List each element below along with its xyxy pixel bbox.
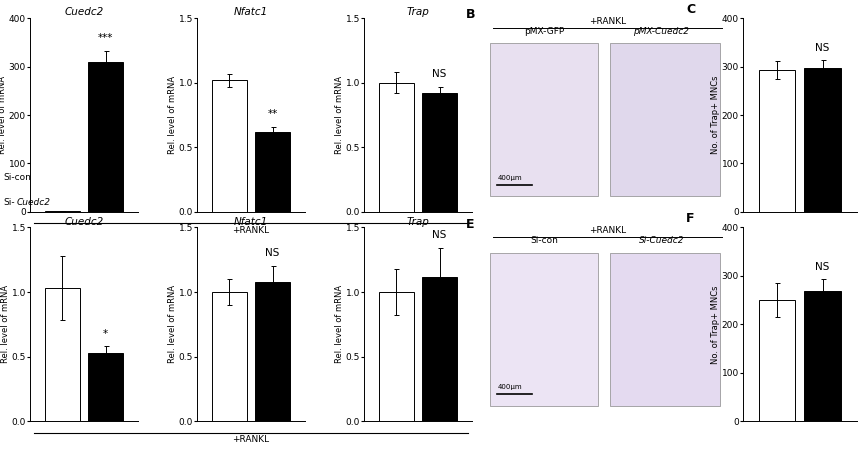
Bar <box>256 282 290 421</box>
Text: Si-Cuedc2: Si-Cuedc2 <box>639 236 684 245</box>
Bar <box>804 291 841 421</box>
Text: C: C <box>686 3 696 15</box>
Text: NS: NS <box>815 43 830 53</box>
Y-axis label: No. of Trap+ MNCs: No. of Trap+ MNCs <box>711 76 721 154</box>
Text: B: B <box>466 9 475 21</box>
Text: +RANKL: +RANKL <box>589 17 626 26</box>
Text: **: ** <box>268 109 278 119</box>
Bar <box>89 62 123 212</box>
Title: Cuedc2: Cuedc2 <box>65 7 103 17</box>
Text: pMX-Cuedc2: pMX-Cuedc2 <box>634 27 690 36</box>
Title: Cuedc2: Cuedc2 <box>65 217 103 226</box>
Text: +RANKL: +RANKL <box>232 435 269 444</box>
Text: NS: NS <box>815 261 830 271</box>
Text: pMX-GFP: pMX-GFP <box>523 27 564 36</box>
Y-axis label: Rel. level of mRNA: Rel. level of mRNA <box>0 76 8 154</box>
Title: Trap: Trap <box>406 217 430 226</box>
Bar <box>89 353 123 421</box>
Y-axis label: Rel. level of mRNA: Rel. level of mRNA <box>168 76 177 154</box>
Bar <box>379 292 413 421</box>
Bar <box>46 288 80 421</box>
Text: Si-con: Si-con <box>3 173 31 182</box>
Bar <box>212 292 247 421</box>
Title: Nfatc1: Nfatc1 <box>234 7 268 17</box>
Bar <box>804 67 841 212</box>
Text: ***: *** <box>98 34 114 43</box>
Bar <box>423 277 457 421</box>
Text: +RANKL: +RANKL <box>589 226 626 235</box>
FancyBboxPatch shape <box>490 253 598 406</box>
Text: 400μm: 400μm <box>498 175 522 181</box>
Y-axis label: No. of Trap+ MNCs: No. of Trap+ MNCs <box>711 285 721 364</box>
Text: Si-: Si- <box>3 198 15 207</box>
FancyBboxPatch shape <box>490 43 598 197</box>
Y-axis label: Rel. level of mRNA: Rel. level of mRNA <box>335 285 344 363</box>
Bar <box>423 93 457 212</box>
Text: Si-con: Si-con <box>530 236 558 245</box>
Text: 400μm: 400μm <box>498 384 522 390</box>
Text: F: F <box>686 212 695 225</box>
Text: E: E <box>466 218 474 231</box>
FancyBboxPatch shape <box>610 43 720 197</box>
Y-axis label: Rel. level of mRNA: Rel. level of mRNA <box>1 285 10 363</box>
Bar <box>759 70 796 212</box>
Bar <box>256 132 290 212</box>
Y-axis label: Rel. level of mRNA: Rel. level of mRNA <box>335 76 344 154</box>
Text: *: * <box>103 328 108 338</box>
Text: NS: NS <box>432 231 447 241</box>
Text: Cuedc2: Cuedc2 <box>16 198 50 207</box>
FancyBboxPatch shape <box>610 253 720 406</box>
Bar <box>212 80 247 212</box>
Y-axis label: Rel. level of mRNA: Rel. level of mRNA <box>168 285 177 363</box>
Text: NS: NS <box>432 69 447 79</box>
Text: NS: NS <box>265 249 280 259</box>
Text: +RANKL: +RANKL <box>232 226 269 235</box>
Bar <box>379 83 413 212</box>
Bar <box>759 300 796 421</box>
Title: Nfatc1: Nfatc1 <box>234 217 268 226</box>
Title: Trap: Trap <box>406 7 430 17</box>
